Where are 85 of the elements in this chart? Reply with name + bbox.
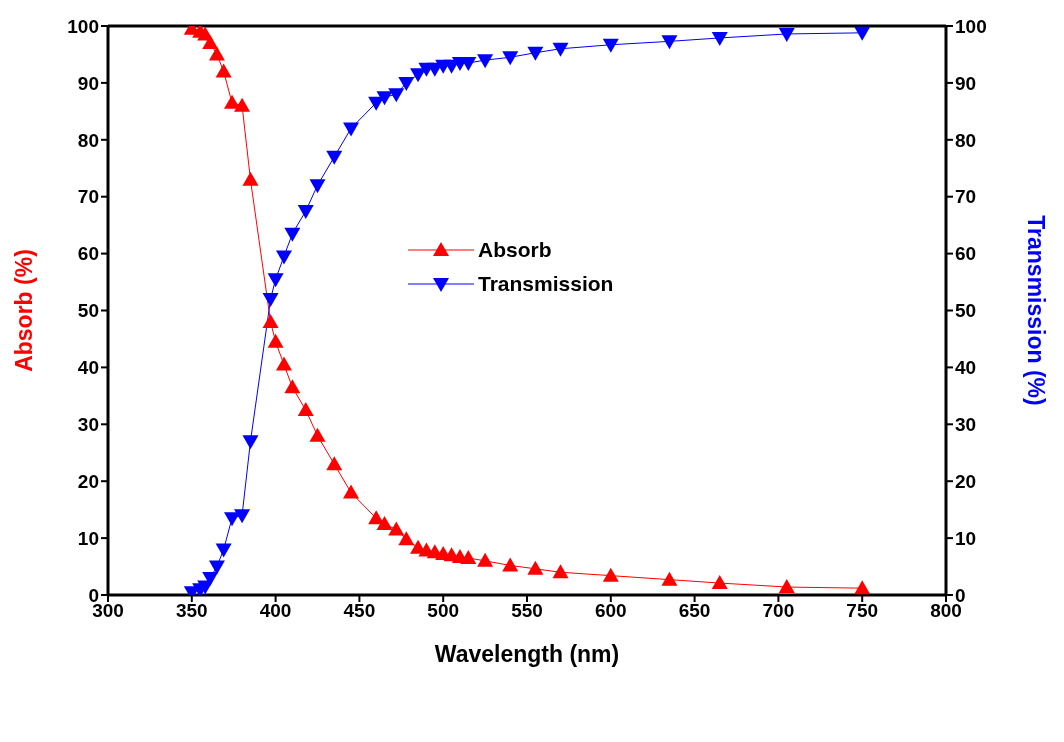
y-tick-label: 70: [77, 186, 99, 208]
point: [208, 560, 225, 575]
y-tick-label: 80: [77, 129, 99, 151]
point: [275, 250, 292, 265]
x-tick-label: 600: [594, 600, 627, 622]
x-tick-label: 500: [427, 600, 460, 622]
x-tick-label: 350: [175, 600, 208, 622]
point: [267, 333, 284, 348]
point: [602, 567, 619, 582]
point: [242, 435, 259, 450]
y2-axis-title: Transmission (%): [1022, 215, 1049, 406]
y2-tick-label: 90: [955, 72, 977, 94]
y-tick-label: 50: [77, 300, 99, 322]
point: [388, 521, 405, 536]
point: [297, 402, 314, 417]
point: [267, 273, 284, 288]
point: [388, 88, 405, 103]
x-tick-label: 750: [846, 600, 879, 622]
y-tick-label: 30: [77, 414, 99, 436]
point: [602, 38, 619, 53]
x-tick-label: 700: [762, 600, 795, 622]
y-tick-label: 60: [77, 243, 99, 265]
point: [398, 76, 415, 91]
point: [215, 543, 232, 558]
point: [343, 484, 360, 499]
y-tick-label: 90: [77, 72, 99, 94]
point: [202, 571, 219, 586]
x-tick-label: 650: [678, 600, 711, 622]
point: [502, 557, 519, 572]
point: [343, 122, 360, 137]
point: [477, 552, 494, 567]
point: [215, 63, 232, 78]
y-tick-label: 100: [67, 15, 99, 37]
point: [376, 515, 393, 530]
point: [208, 46, 225, 61]
legend-label: Transmission: [478, 272, 614, 296]
point: [398, 531, 415, 546]
point: [202, 35, 219, 50]
y2-tick-label: 70: [955, 186, 977, 208]
y-axis-title: Absorb (%): [11, 249, 38, 372]
legend-label: Absorb: [478, 238, 552, 262]
point: [275, 356, 292, 371]
point: [527, 46, 544, 61]
point: [262, 293, 279, 308]
point: [661, 571, 678, 586]
y-tick-label: 10: [77, 527, 99, 549]
point: [234, 509, 251, 524]
point: [527, 560, 544, 575]
y2-tick-label: 60: [955, 243, 977, 265]
point: [552, 42, 569, 57]
point: [234, 97, 251, 112]
point: [711, 575, 728, 590]
y2-tick-label: 20: [955, 470, 977, 492]
y2-tick-label: 80: [955, 129, 977, 151]
point: [242, 171, 259, 186]
point: [309, 179, 326, 194]
point: [552, 564, 569, 579]
y-tick-label: 40: [77, 357, 99, 379]
y2-tick-label: 100: [955, 15, 987, 37]
point: [376, 91, 393, 106]
point: [284, 227, 301, 242]
point: [477, 54, 494, 69]
point: [284, 379, 301, 394]
point: [262, 313, 279, 328]
point: [778, 27, 795, 42]
y-tick-label: 20: [77, 470, 99, 492]
y2-tick-label: 30: [955, 414, 977, 436]
x-tick-label: 400: [259, 600, 292, 622]
y2-tick-label: 40: [955, 357, 977, 379]
point: [297, 204, 314, 219]
point: [460, 550, 477, 565]
point: [854, 26, 871, 41]
x-tick-label: 450: [343, 600, 376, 622]
point: [711, 31, 728, 46]
point: [854, 580, 871, 595]
point: [326, 150, 343, 165]
point: [309, 427, 326, 442]
x-axis-title: Wavelength (nm): [434, 641, 620, 667]
point: [661, 35, 678, 50]
point: [326, 456, 343, 471]
y2-tick-label: 10: [955, 527, 977, 549]
point: [502, 51, 519, 66]
y2-tick-label: 50: [955, 300, 977, 322]
x-tick-label: 550: [511, 600, 543, 622]
point: [778, 579, 795, 594]
